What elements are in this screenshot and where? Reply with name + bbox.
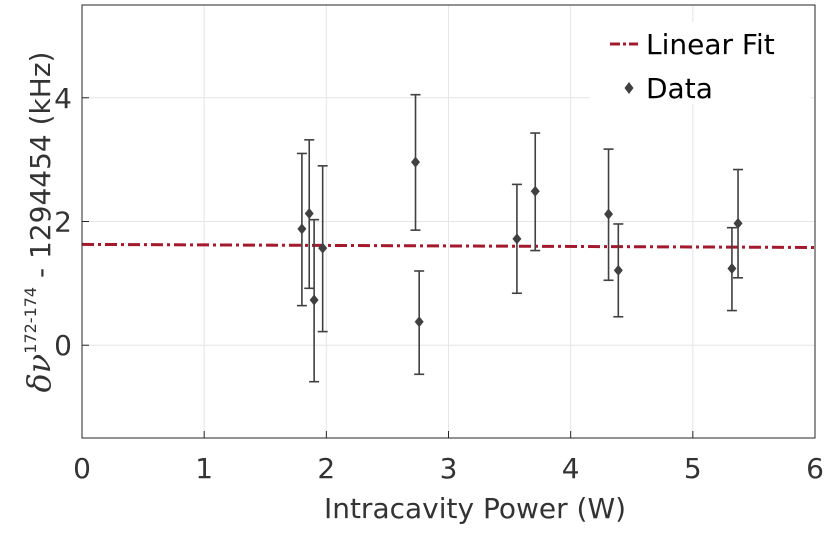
data-points-group <box>296 93 744 383</box>
tick-labels: 0 1 2 3 4 5 6 0 2 4 <box>54 82 824 485</box>
legend-data-label: Data <box>646 72 713 105</box>
fit-line-group <box>81 242 816 249</box>
data-marker <box>411 156 421 168</box>
data-point <box>414 270 425 376</box>
legend-data-marker <box>624 82 634 94</box>
x-tick-label: 2 <box>317 452 335 485</box>
y-tick-label: 4 <box>54 82 72 115</box>
data-marker <box>613 264 623 276</box>
y-tick-label: 0 <box>54 329 72 362</box>
data-marker <box>727 263 737 275</box>
data-point <box>613 223 624 318</box>
y-axis-symbol: δν <box>20 354 58 393</box>
data-point <box>530 132 541 252</box>
data-marker <box>530 185 540 197</box>
x-tick-label: 1 <box>195 452 213 485</box>
ticks <box>81 97 816 438</box>
data-marker <box>414 316 424 328</box>
data-marker <box>297 223 307 235</box>
data-point <box>317 165 328 333</box>
data-point <box>410 93 421 231</box>
x-tick-label: 3 <box>440 452 458 485</box>
y-axis-suffix: - 1294454 (kHz) <box>24 52 57 287</box>
y-axis-title: δν172-174 - 1294454 (kHz) <box>20 52 58 393</box>
data-point <box>304 139 315 290</box>
data-point <box>309 218 320 383</box>
data-point <box>733 168 744 279</box>
x-tick-label: 6 <box>806 452 824 485</box>
y-axis-superscript: 172-174 <box>21 287 40 354</box>
data-point <box>726 226 737 312</box>
data-marker <box>604 208 614 220</box>
data-marker <box>733 217 743 229</box>
data-point <box>511 183 522 295</box>
data-marker <box>309 294 319 306</box>
legend-fit-label: Linear Fit <box>646 28 775 61</box>
x-axis-title: Intracavity Power (W) <box>324 492 626 525</box>
data-marker <box>512 233 522 245</box>
y-tick-label: 2 <box>54 206 72 239</box>
data-point <box>296 152 307 307</box>
x-tick-label: 5 <box>684 452 702 485</box>
data-marker <box>304 207 314 219</box>
x-tick-label: 4 <box>562 452 580 485</box>
data-point <box>603 148 614 282</box>
x-tick-label: 0 <box>73 452 91 485</box>
data-marker <box>318 242 328 254</box>
legend: Linear Fit Data <box>610 28 775 105</box>
linear-fit-line <box>81 242 816 249</box>
